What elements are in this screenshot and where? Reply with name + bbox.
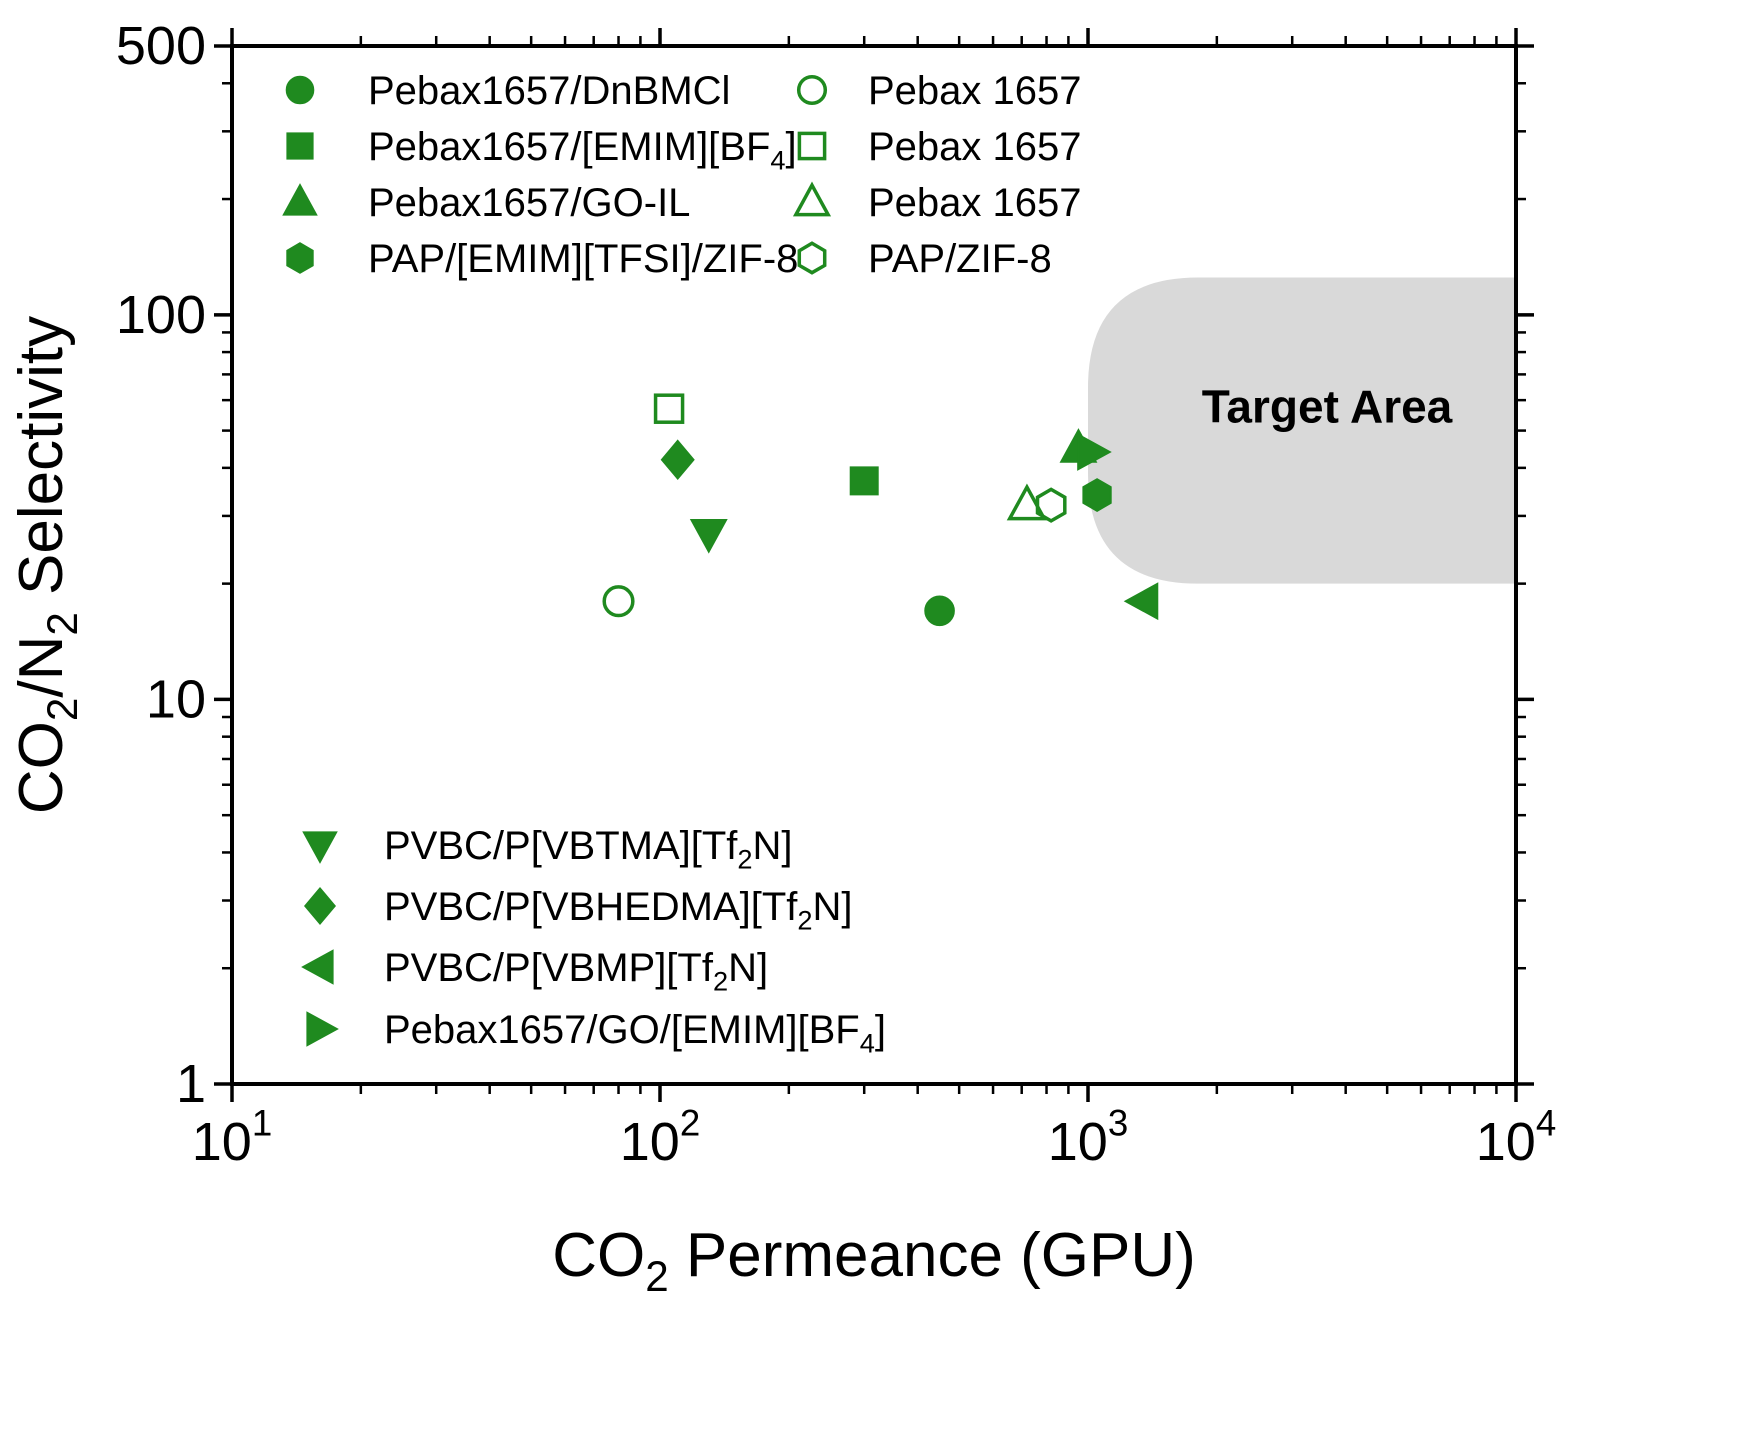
- legend-hexagon-filled-icon: [286, 242, 314, 274]
- legend-circle-filled-icon: [285, 75, 315, 105]
- x-tick-label: 101: [192, 1103, 272, 1172]
- y-tick-label: 10: [146, 669, 206, 729]
- legend-label: PVBC/P[VBTMA][Tf2N]: [384, 824, 793, 875]
- data-point: [1035, 487, 1067, 523]
- legend-label: PAP/ZIF-8: [868, 237, 1052, 281]
- y-axis-title: CO2/N2 Selectivity: [7, 316, 86, 814]
- data-point: [689, 519, 728, 554]
- data-point: [924, 595, 955, 627]
- data-point: [849, 466, 879, 496]
- data-point: [602, 585, 635, 618]
- data-point: [1006, 483, 1048, 521]
- x-tick-label: 102: [620, 1103, 700, 1172]
- legend-label: Pebax 1657: [868, 181, 1082, 225]
- legend-triangle-right-filled-icon: [306, 1011, 339, 1047]
- x-axis-title: CO2 Permeance (GPU): [552, 1221, 1196, 1300]
- y-tick-label: 100: [116, 285, 206, 345]
- y-tick-label: 1: [176, 1054, 206, 1114]
- legend-label: PVBC/P[VBHEDMA][Tf2N]: [384, 885, 853, 936]
- legend-label: PAP/[EMIM][TFSI]/ZIF-8: [368, 237, 798, 281]
- legend-triangle-up-open-icon: [792, 181, 832, 217]
- y-tick-label: 500: [116, 16, 206, 76]
- legend-label: PVBC/P[VBMP][Tf2N]: [384, 946, 768, 997]
- legend-label: Pebax 1657: [868, 125, 1082, 169]
- legend-hexagon-open-icon: [797, 241, 827, 275]
- x-tick-label: 103: [1048, 1103, 1128, 1172]
- legend-triangle-up-filled-icon: [282, 183, 318, 216]
- data-point: [653, 393, 685, 424]
- target-area-label: Target Area: [1202, 381, 1453, 433]
- legend-diamond-filled-icon: [303, 886, 337, 926]
- data-point: [660, 439, 695, 481]
- legend-label: Pebax1657/DnBMCl: [368, 69, 730, 113]
- data-point: [1082, 478, 1112, 512]
- plot-frame: [230, 44, 1518, 1086]
- target-area-region: [1088, 277, 1516, 584]
- legend-triangle-left-filled-icon: [301, 949, 334, 985]
- legend-square-filled-icon: [286, 132, 314, 160]
- legend-label: Pebax1657/[EMIM][BF4]: [368, 125, 797, 176]
- data-point: [1123, 582, 1159, 621]
- legend-label: Pebax1657/GO/[EMIM][BF4]: [384, 1008, 886, 1059]
- legend-circle-open-icon: [796, 74, 828, 106]
- data-point: [1077, 433, 1112, 471]
- legend-label: Pebax1657/GO-IL: [368, 181, 690, 225]
- legend-square-open-icon: [797, 131, 827, 161]
- x-tick-label: 104: [1476, 1103, 1556, 1172]
- legend-label: Pebax 1657: [868, 69, 1082, 113]
- legend-triangle-down-filled-icon: [302, 831, 338, 864]
